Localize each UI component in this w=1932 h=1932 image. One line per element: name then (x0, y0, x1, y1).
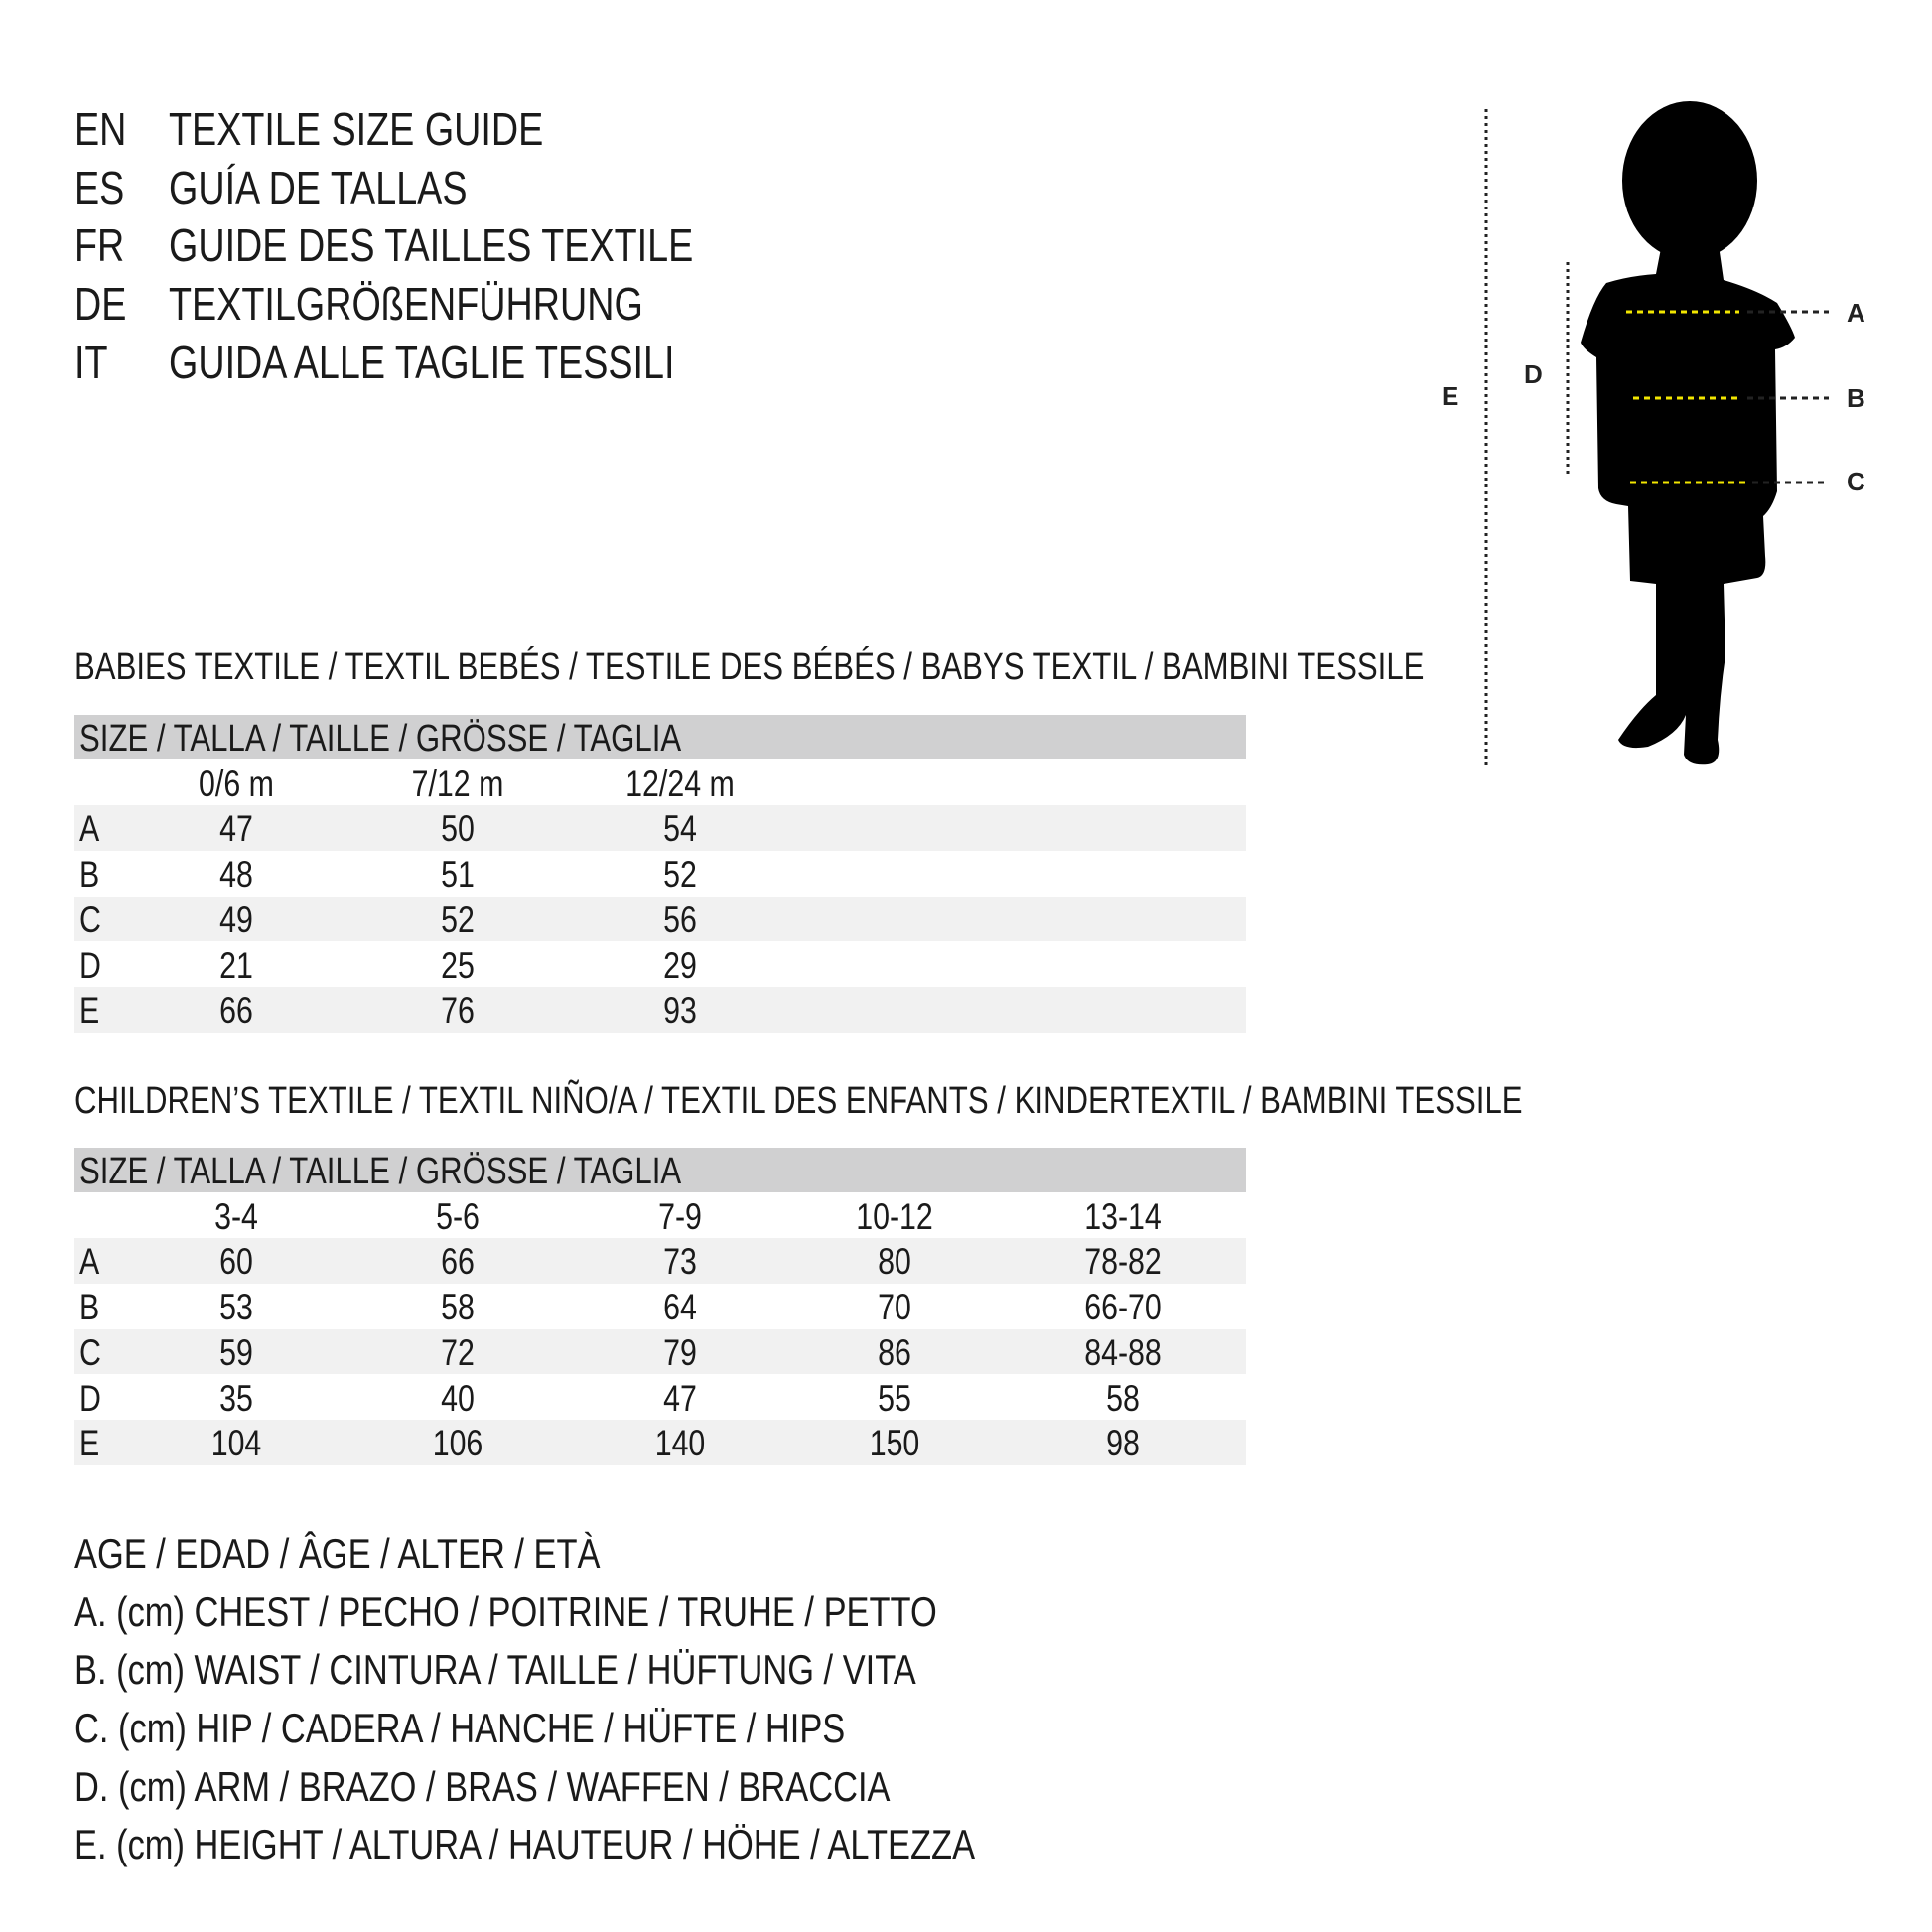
silhouette (1581, 101, 1795, 765)
table-cell: 70 (878, 1287, 911, 1328)
table-cell: 25 (441, 944, 475, 986)
language-code: DE (74, 278, 127, 331)
table-cell: 51 (441, 854, 475, 896)
label-e: E (1442, 381, 1458, 411)
column-header: 12/24 m (625, 762, 735, 804)
table-cell: 150 (869, 1423, 920, 1464)
table-cell: 52 (441, 898, 475, 940)
row-band (74, 805, 1246, 852)
size-header: SIZE / TALLA / TAILLE / GRÖSSE / TAGLIA (79, 718, 682, 759)
table-cell: 86 (878, 1331, 911, 1373)
row-band (74, 1328, 1246, 1375)
column-header: 13-14 (1084, 1195, 1162, 1237)
table-cell: 98 (1106, 1423, 1140, 1464)
table-cell: 55 (878, 1377, 911, 1419)
label-a: A (1847, 298, 1865, 328)
row-label: C (79, 898, 101, 940)
size-header-bar (74, 1148, 1246, 1192)
table-cell: 106 (432, 1423, 483, 1464)
column-header: 0/6 m (199, 762, 274, 804)
table-cell: 40 (441, 1377, 475, 1419)
legend-line: E. (cm) HEIGHT / ALTURA / HAUTEUR / HÖHE… (74, 1821, 976, 1868)
table-cell: 80 (878, 1241, 911, 1283)
header-title: GUÍA DE TALLAS (169, 161, 468, 213)
table-cell: 66 (441, 1241, 475, 1283)
legend-line: AGE / EDAD / ÂGE / ALTER / ETÀ (74, 1530, 601, 1578)
column-header: 5-6 (436, 1195, 480, 1237)
table-cell: 72 (441, 1331, 475, 1373)
row-label: E (79, 1423, 100, 1464)
table-cell: 52 (663, 854, 697, 896)
section-title: BABIES TEXTILE / TEXTIL BEBÉS / TESTILE … (74, 646, 1425, 688)
language-code: IT (74, 336, 108, 388)
language-code: FR (74, 219, 125, 272)
column-header: 10-12 (856, 1195, 933, 1237)
header-title: GUIDE DES TAILLES TEXTILE (169, 219, 694, 272)
size-header: SIZE / TALLA / TAILLE / GRÖSSE / TAGLIA (79, 1151, 682, 1192)
header-title: GUIDA ALLE TAGLIE TESSILI (169, 336, 675, 388)
row-label: C (79, 1331, 101, 1373)
legend-line: D. (cm) ARM / BRAZO / BRAS / WAFFEN / BR… (74, 1762, 891, 1810)
table-cell: 21 (219, 944, 253, 986)
table-cell: 66 (219, 990, 253, 1032)
row-label: D (79, 1377, 101, 1419)
legend-line: B. (cm) WAIST / CINTURA / TAILLE / HÜFTU… (74, 1646, 916, 1694)
table-cell: 60 (219, 1241, 253, 1283)
language-code: EN (74, 103, 127, 156)
row-label: B (79, 854, 100, 896)
column-header: 7-9 (658, 1195, 702, 1237)
table-cell: 58 (441, 1287, 475, 1328)
legend-line: C. (cm) HIP / CADERA / HANCHE / HÜFTE / … (74, 1705, 846, 1752)
row-label: A (79, 1241, 100, 1283)
row-label: A (79, 808, 100, 850)
label-b: B (1847, 383, 1865, 413)
table-cell: 54 (663, 808, 697, 850)
table-cell: 53 (219, 1287, 253, 1328)
table-cell: 93 (663, 990, 697, 1032)
row-label: B (79, 1287, 100, 1328)
size-header-bar (74, 715, 1246, 759)
table-cell: 49 (219, 898, 253, 940)
column-header: 3-4 (214, 1195, 258, 1237)
label-d: D (1524, 359, 1543, 389)
row-label: E (79, 990, 100, 1032)
language-code: ES (74, 161, 125, 213)
table-cell: 35 (219, 1377, 253, 1419)
table-cell: 47 (663, 1377, 697, 1419)
table-cell: 50 (441, 808, 475, 850)
table-cell: 76 (441, 990, 475, 1032)
table-cell: 78-82 (1084, 1241, 1162, 1283)
table-cell: 84-88 (1084, 1331, 1162, 1373)
table-cell: 64 (663, 1287, 697, 1328)
table-cell: 79 (663, 1331, 697, 1373)
column-header: 7/12 m (411, 762, 504, 804)
section-title: CHILDREN’S TEXTILE / TEXTIL NIÑO/A / TEX… (74, 1080, 1523, 1122)
table-cell: 58 (1106, 1377, 1140, 1419)
row-band (74, 1238, 1246, 1285)
table-cell: 73 (663, 1241, 697, 1283)
row-band (74, 896, 1246, 942)
header-title: TEXTILE SIZE GUIDE (169, 103, 544, 156)
header-title: TEXTILGRÖßENFÜHRUNG (169, 278, 643, 331)
row-band (74, 987, 1246, 1033)
table-cell: 29 (663, 944, 697, 986)
label-c: C (1847, 467, 1865, 496)
table-cell: 47 (219, 808, 253, 850)
row-band (74, 1420, 1246, 1465)
table-cell: 104 (210, 1423, 262, 1464)
table-cell: 140 (654, 1423, 706, 1464)
row-label: D (79, 944, 101, 986)
table-cell: 56 (663, 898, 697, 940)
table-cell: 59 (219, 1331, 253, 1373)
table-cell: 66-70 (1084, 1287, 1162, 1328)
table-cell: 48 (219, 854, 253, 896)
legend-line: A. (cm) CHEST / PECHO / POITRINE / TRUHE… (74, 1587, 937, 1635)
